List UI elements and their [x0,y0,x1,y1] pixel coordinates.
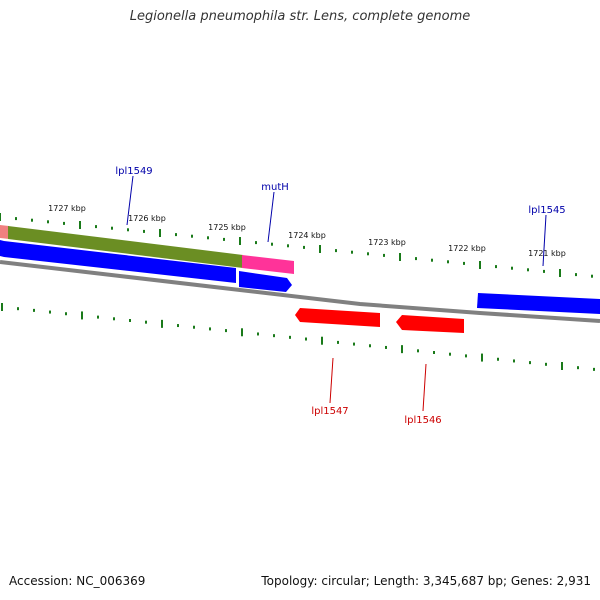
outer-tick-ring [0,213,593,278]
scale-label-1727: 1727 kbp [48,204,86,213]
accession-text: Accession: NC_006369 [9,574,146,588]
map-title: Legionella pneumophila str. Lens, comple… [129,9,471,24]
gene-arrow-lpl1545[interactable] [477,293,600,314]
inner-tick-ring [1,303,595,371]
gene-label-muth[interactable]: mutH [261,182,289,193]
scale-label-1726: 1726 kbp [128,214,166,223]
gene-label-lpl1549[interactable]: lpl1549 [115,166,152,177]
gene-arrow-lpl1546[interactable] [396,315,464,333]
scale-label-1724: 1724 kbp [288,231,326,240]
gene-label-lpl1545[interactable]: lpl1545 [528,205,565,216]
gene-arrow-lpl1549[interactable] [0,240,236,283]
gene-label-lpl1546[interactable]: lpl1546 [404,415,441,426]
operon-block-green[interactable] [8,226,243,268]
callout-line-lpl1546 [422,363,427,412]
gene-arrow-lpl1547[interactable] [295,308,380,327]
scale-label-1721: 1721 kbp [528,249,566,258]
callout-line-lpl1545 [542,214,547,267]
scale-label-1725: 1725 kbp [208,223,246,232]
scale-label-1722: 1722 kbp [448,244,486,253]
genome-backbone [0,260,600,323]
genome-summary-text: Topology: circular; Length: 3,345,687 bp… [261,574,591,588]
callout-line-lpl1547 [329,357,334,404]
callout-line-lpl1549 [126,175,134,226]
operon-block-salmon[interactable] [0,225,9,239]
operon-block-pink[interactable] [242,255,294,274]
gene-arrow-muth[interactable] [239,271,292,292]
callout-line-muth [267,191,275,243]
scale-label-1723: 1723 kbp [368,238,406,247]
gene-label-lpl1547[interactable]: lpl1547 [311,406,348,417]
